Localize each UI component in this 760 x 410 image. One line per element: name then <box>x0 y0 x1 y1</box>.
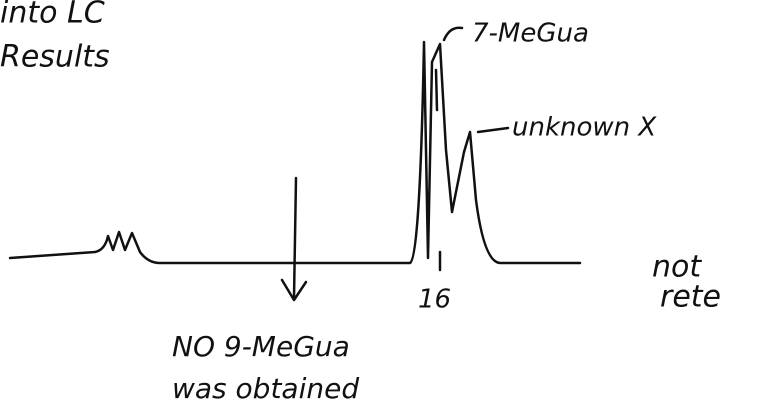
chromatogram-trace <box>8 40 582 265</box>
note-line: NO 9-MeGua <box>172 330 350 363</box>
arrow-head <box>280 278 308 302</box>
tick-label: 16 <box>418 285 451 315</box>
peak-label: 7-MeGua <box>472 19 589 49</box>
header-line: Results <box>0 40 110 75</box>
header-line: into LC <box>0 0 105 31</box>
label-leader <box>476 126 510 134</box>
peak-label: unknown X <box>512 113 657 143</box>
side-note-line: not <box>652 250 702 285</box>
peak-inner-stroke <box>434 68 439 112</box>
side-note-line: rete <box>660 280 721 315</box>
note-line: was obtained <box>172 372 359 405</box>
label-leader <box>442 26 464 42</box>
arrow-shaft <box>292 176 298 300</box>
